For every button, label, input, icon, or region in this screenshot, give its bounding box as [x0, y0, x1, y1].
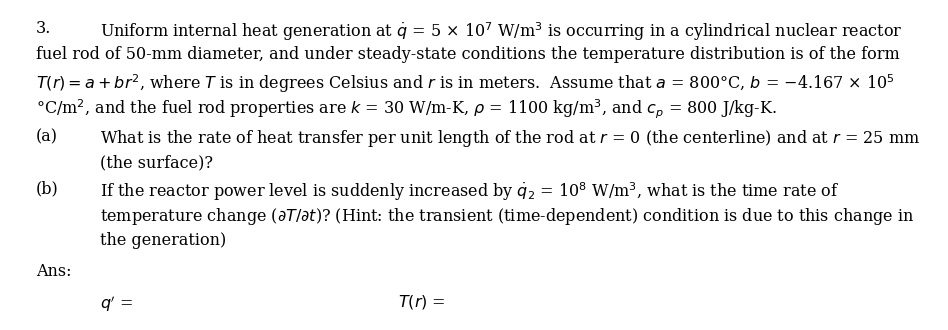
Text: If the reactor power level is suddenly increased by $\dot{q}_{2}$ = 10$^{8}$ W/m: If the reactor power level is suddenly i… [100, 180, 839, 203]
Text: (the surface)?: (the surface)? [100, 154, 212, 171]
Text: (b): (b) [36, 180, 59, 197]
Text: $q'$ =: $q'$ = [100, 293, 133, 314]
Text: the generation): the generation) [100, 232, 226, 249]
Text: Uniform internal heat generation at $\dot{q}$ = 5 × 10$^{7}$ W/m$^{3}$ is occurr: Uniform internal heat generation at $\do… [100, 20, 902, 43]
Text: temperature change ($\partial T/\partial t$)? (Hint: the transient (time-depende: temperature change ($\partial T/\partial… [100, 206, 914, 227]
Text: Ans:: Ans: [36, 263, 71, 280]
Text: $T(r)$ =: $T(r)$ = [398, 293, 446, 312]
Text: (a): (a) [36, 128, 58, 146]
Text: °C/m$^{2}$, and the fuel rod properties are $k$ = 30 W/m-K, $\rho$ = 1100 kg/m$^: °C/m$^{2}$, and the fuel rod properties … [36, 98, 776, 121]
Text: fuel rod of 50-mm diameter, and under steady-state conditions the temperature di: fuel rod of 50-mm diameter, and under st… [36, 46, 900, 63]
Text: 3.: 3. [36, 20, 51, 37]
Text: What is the rate of heat transfer per unit length of the rod at $r$ = 0 (the cen: What is the rate of heat transfer per un… [100, 128, 920, 149]
Text: $T(r) = a + br^{2}$, where $T$ is in degrees Celsius and $r$ is in meters.  Assu: $T(r) = a + br^{2}$, where $T$ is in deg… [36, 72, 895, 95]
